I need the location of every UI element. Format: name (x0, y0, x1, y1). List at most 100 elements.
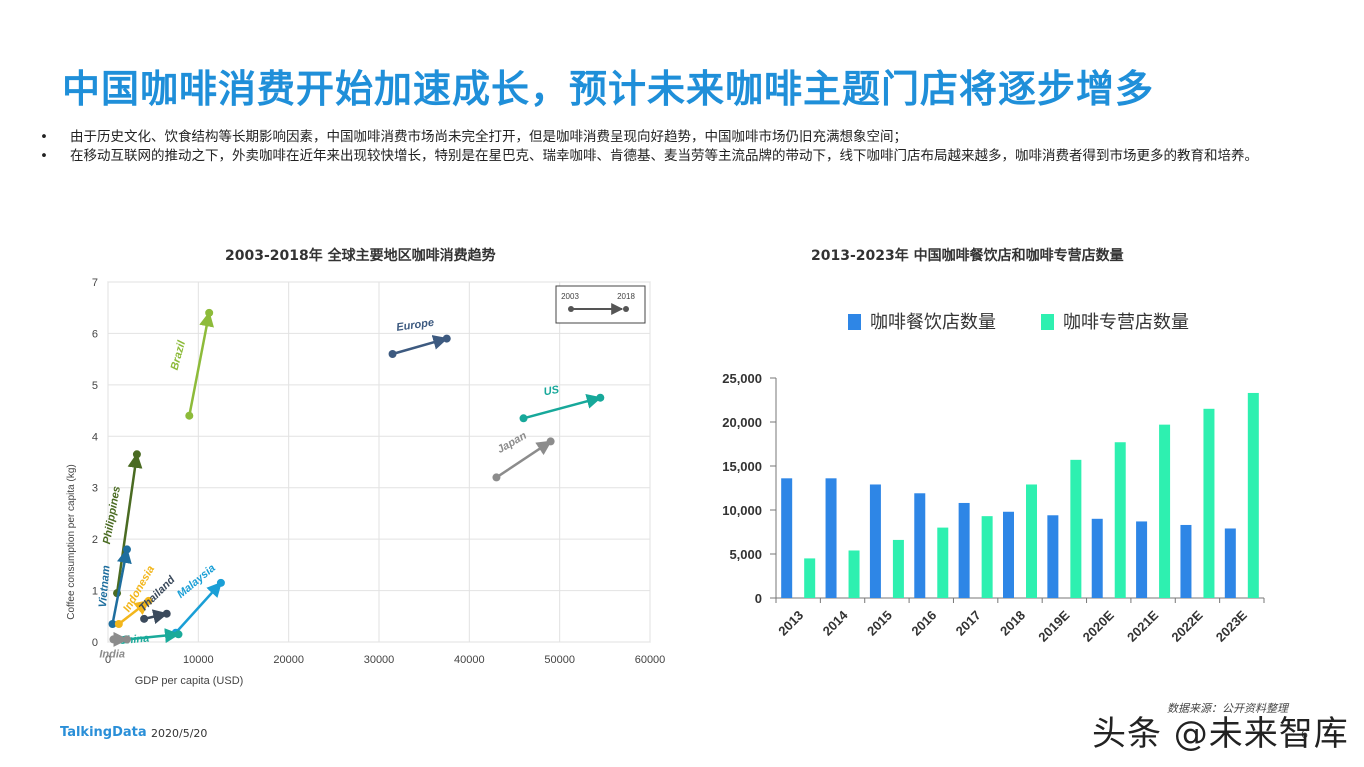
trend-arrow-us (523, 393, 602, 420)
legend-box (555, 285, 646, 324)
trend-arrow-indonesia (118, 599, 150, 625)
legend-label: 咖啡专营店数量 (1063, 312, 1189, 333)
trend-arrow-malaysia (174, 581, 222, 634)
end-point-us (596, 393, 605, 402)
y-tick-label: 3 (92, 483, 98, 495)
bar-chart-title: 2013-2023年 中国咖啡餐饮店和咖啡专营店数量 (811, 248, 1124, 264)
x-tick-label: 2020E (1080, 607, 1117, 644)
bar-restaurants-2023e (1224, 528, 1236, 598)
page-title: 中国咖啡消费开始加速成长，预计未来咖啡主题门店将逐步增多 (62, 67, 1155, 111)
y-axis-label: Coffee consumption per capita (kg) (66, 464, 77, 619)
y-tick-label: 15,000 (722, 459, 762, 474)
bar-specialty-2022e (1203, 408, 1215, 598)
legend-start-label: 2003 (561, 292, 579, 301)
end-point-philippines (132, 450, 141, 459)
x-tick-label: 40000 (454, 654, 485, 666)
bar-specialty-2021e (1159, 424, 1171, 598)
start-point-brazil (185, 411, 194, 420)
x-tick-label: 2018 (997, 608, 1028, 639)
x-tick-label: 30000 (364, 654, 395, 666)
start-point-india (109, 635, 118, 644)
bar-specialty-2014 (848, 550, 860, 598)
y-tick-label: 20,000 (722, 415, 762, 430)
series-label-vietnam: Vietnam (97, 565, 113, 608)
bullet-marker: • (40, 129, 48, 145)
bar-restaurants-2022e (1180, 524, 1192, 598)
y-tick-label: 5 (92, 380, 98, 392)
bullet-text: 在移动互联网的推动之下，外卖咖啡在近年来出现较快增长，特别是在星巴克、瑞幸咖啡、… (70, 148, 1258, 164)
bullet-text: 由于历史文化、饮食结构等长期影响因素，中国咖啡消费市场尚未完全打开，但是咖啡消费… (70, 129, 907, 145)
x-tick-label: 2014 (820, 607, 852, 639)
legend-swatch (848, 314, 861, 330)
end-point-vietnam (122, 545, 131, 554)
x-axis-label: GDP per capita (USD) (135, 675, 244, 687)
trend-arrow-vietnam (111, 547, 132, 625)
series-label-europe: Europe (396, 317, 435, 334)
trend-arrow-china (125, 628, 180, 644)
y-tick-label: 2 (92, 534, 98, 546)
x-tick-label: 2013 (775, 608, 806, 639)
trend-arrow-europe (392, 335, 449, 356)
end-point-india (122, 635, 131, 644)
bar-specialty-2017 (981, 516, 993, 598)
start-point-japan (492, 473, 501, 482)
bullet-item: • 由于历史文化、饮食结构等长期影响因素，中国咖啡消费市场尚未完全打开，但是咖啡… (40, 128, 1330, 147)
bar-restaurants-2019e (1047, 515, 1059, 598)
legend-label: 咖啡餐饮店数量 (870, 312, 996, 333)
bar-specialty-2018 (1026, 484, 1037, 598)
start-point-europe (388, 350, 397, 358)
bar-specialty-2013 (804, 558, 816, 598)
y-tick-label: 0 (755, 591, 762, 606)
page-number: 6 (1301, 728, 1308, 741)
talkingdata-logo: TalkingData (60, 725, 147, 740)
x-tick-label: 0 (105, 654, 111, 666)
bar-specialty-2023e (1247, 392, 1259, 598)
x-tick-label: 20000 (273, 654, 304, 666)
end-point-thailand (162, 609, 171, 618)
legend-start-point (568, 306, 574, 312)
series-label-india: India (99, 648, 125, 660)
end-point-china (174, 630, 183, 639)
legend-swatch (1041, 314, 1054, 330)
trend-arrow-brazil (188, 311, 214, 416)
bar-restaurants-2015 (869, 484, 881, 598)
bar-restaurants-2013 (781, 478, 793, 598)
x-tick-label: 2022E (1168, 607, 1205, 644)
bar-specialty-2016 (937, 527, 949, 598)
bar-restaurants-2020e (1091, 518, 1103, 598)
end-point-indonesia (144, 596, 153, 605)
bullet-marker: • (40, 148, 48, 164)
trend-arrow-philippines (115, 452, 143, 594)
bar-specialty-2015 (892, 539, 904, 598)
bar-restaurants-2017 (958, 502, 970, 598)
x-tick-label: 2017 (953, 608, 984, 639)
end-point-japan (546, 437, 555, 446)
start-point-indonesia (114, 620, 123, 628)
x-tick-label: 60000 (635, 654, 666, 666)
bar-specialty-2019e (1070, 459, 1082, 598)
x-tick-label: 2023E (1213, 607, 1250, 644)
x-tick-label: 10000 (183, 654, 214, 666)
bar-restaurants-2016 (914, 493, 926, 598)
x-tick-label: 2019E (1035, 607, 1072, 644)
trend-arrow-japan (495, 440, 552, 479)
y-tick-label: 4 (92, 431, 98, 443)
bar-restaurants-2014 (825, 478, 837, 598)
legend-end-label: 2018 (617, 292, 635, 301)
x-tick-label: 2021E (1124, 607, 1161, 644)
bar-specialty-2020e (1114, 442, 1126, 598)
scatter-chart-title: 2003-2018年 全球主要地区咖啡消费趋势 (225, 248, 496, 264)
bullet-item: • 在移动互联网的推动之下，外卖咖啡在近年来出现较快增长，特别是在星巴克、瑞幸咖… (40, 147, 1330, 166)
y-tick-label: 5,000 (729, 547, 762, 562)
end-point-europe (442, 334, 451, 343)
y-tick-label: 6 (92, 328, 98, 340)
y-tick-label: 0 (92, 637, 98, 649)
legend-end-point (623, 306, 629, 312)
y-tick-label: 25,000 (722, 371, 762, 386)
x-tick-label: 50000 (544, 654, 575, 666)
y-tick-label: 10,000 (722, 503, 762, 518)
start-point-vietnam (108, 620, 117, 628)
bar-restaurants-2021e (1136, 521, 1148, 598)
